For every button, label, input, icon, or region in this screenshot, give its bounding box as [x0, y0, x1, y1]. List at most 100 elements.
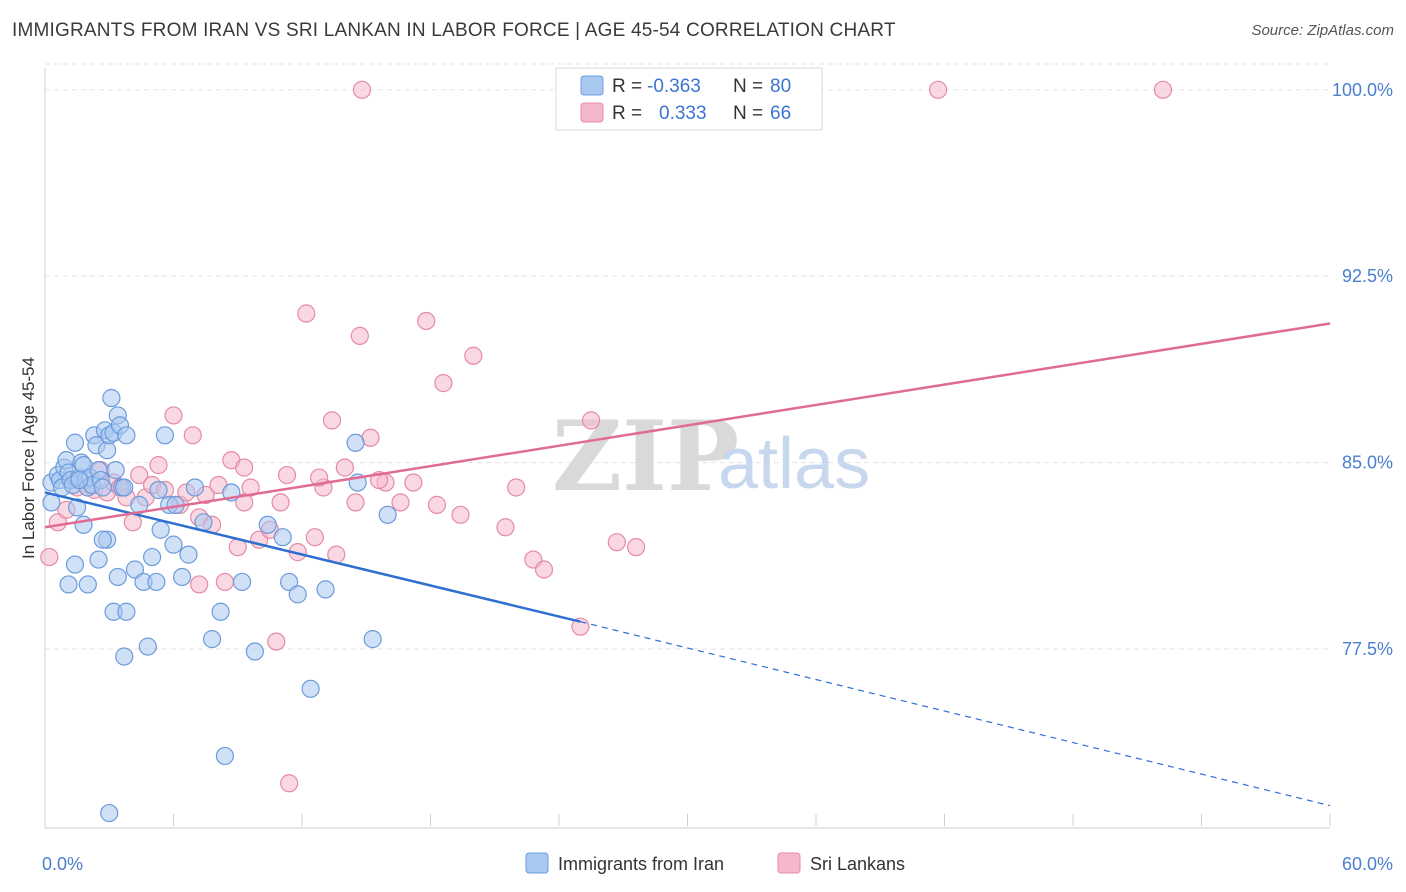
- series-legend-swatch-lanka: [777, 852, 801, 874]
- data-point-sri-lankan: [267, 632, 286, 651]
- data-point-iran: [211, 602, 230, 621]
- watermark-zip: ZIP: [552, 400, 739, 513]
- data-point-iran: [65, 433, 85, 452]
- data-point-sri-lankan: [149, 456, 168, 475]
- data-point-iran: [164, 535, 183, 554]
- data-point-sri-lankan: [183, 426, 202, 445]
- data-point-sri-lankan: [297, 304, 316, 323]
- data-point-sri-lankan: [928, 80, 948, 99]
- data-point-iran: [185, 478, 205, 497]
- legend-n-label-iran: N =: [733, 76, 763, 97]
- data-point-sri-lankan: [305, 528, 324, 547]
- data-point-sri-lankan: [130, 465, 149, 485]
- data-point-iran: [179, 545, 198, 564]
- y-axis-label: In Labor Force | Age 45-54: [19, 357, 38, 559]
- data-point-iran: [258, 515, 277, 534]
- trend-lines: [44, 322, 1331, 807]
- trend-line-sri-lankans: [44, 322, 1331, 529]
- data-point-iran: [68, 498, 87, 517]
- data-point-sri-lankan: [350, 326, 369, 345]
- data-point-iran: [172, 567, 192, 587]
- data-point-iran: [98, 441, 117, 460]
- legend-n-value-iran: 80: [770, 76, 791, 97]
- data-point-iran: [142, 547, 162, 567]
- data-point-sri-lankan: [582, 411, 601, 430]
- data-point-sri-lankan: [215, 572, 234, 592]
- data-point-sri-lankan: [277, 465, 297, 485]
- data-point-sri-lankan: [322, 411, 342, 430]
- data-point-sri-lankan: [190, 575, 209, 594]
- watermark: ZIP atlas: [552, 400, 870, 513]
- data-point-iran: [74, 515, 93, 534]
- data-point-sri-lankan: [352, 80, 372, 99]
- data-point-sri-lankan: [280, 774, 299, 793]
- data-point-sri-lankan: [434, 374, 453, 393]
- axes: [44, 68, 1331, 829]
- data-point-iran: [155, 426, 175, 445]
- trend-line-iran: [44, 491, 581, 623]
- data-point-iran: [89, 550, 108, 569]
- data-point-sri-lankan: [164, 406, 183, 425]
- y-tick-labels: 100.0% 92.5% 85.0% 77.5%: [1332, 80, 1393, 659]
- data-point-sri-lankan: [391, 493, 410, 512]
- data-point-iran: [202, 630, 222, 649]
- data-point-iran: [108, 567, 127, 587]
- legend-n-value-lanka: 66: [770, 103, 791, 124]
- data-point-iran: [93, 478, 112, 497]
- data-point-iran: [125, 560, 145, 579]
- y-tick-label: 77.5%: [1342, 639, 1393, 659]
- data-point-iran: [117, 426, 136, 445]
- data-point-iran: [316, 580, 335, 599]
- data-point-iran: [245, 642, 264, 661]
- watermark-atlas: atlas: [718, 424, 870, 504]
- data-point-sri-lankan: [404, 473, 423, 492]
- data-point-iran: [59, 575, 78, 594]
- y-tick-label: 85.0%: [1342, 453, 1393, 473]
- data-point-sri-lankan: [464, 346, 483, 365]
- data-point-sri-lankan: [417, 311, 436, 331]
- legend-r-value-lanka: 0.333: [659, 103, 707, 124]
- legend-r-label-iran: R =: [612, 76, 642, 97]
- grid-lines: [45, 63, 1330, 650]
- data-point-sri-lankan: [1153, 80, 1173, 99]
- y-tick-label: 100.0%: [1332, 80, 1393, 100]
- data-point-iran: [100, 803, 119, 823]
- correlation-legend: R = -0.363 N = 80 R = 0.333 N = 66: [555, 67, 823, 131]
- legend-n-label-lanka: N =: [733, 103, 763, 124]
- y-tick-label: 92.5%: [1342, 266, 1393, 286]
- data-point-iran: [102, 388, 121, 408]
- series-iran: [42, 388, 397, 823]
- data-point-sri-lankan: [534, 560, 554, 579]
- data-point-iran: [65, 555, 85, 574]
- data-point-sri-lankan: [451, 505, 470, 524]
- data-point-iran: [147, 572, 166, 592]
- data-point-sri-lankan: [607, 533, 626, 552]
- trend-line-iran-extension: [580, 621, 1331, 807]
- data-point-iran: [363, 630, 382, 649]
- data-point-sri-lankan: [626, 538, 646, 557]
- data-point-iran: [115, 647, 134, 666]
- data-point-sri-lankan: [241, 478, 260, 497]
- data-point-iran: [378, 505, 397, 524]
- data-point-iran: [70, 470, 89, 490]
- data-point-iran: [138, 637, 157, 656]
- data-point-sri-lankan: [40, 547, 59, 567]
- data-point-sri-lankan: [235, 458, 254, 477]
- chart-source: Source: ZipAtlas.com: [1251, 22, 1394, 39]
- data-point-sri-lankan: [427, 495, 447, 514]
- data-point-iran: [301, 679, 320, 698]
- x-tick-label: 0.0%: [42, 854, 83, 874]
- data-point-iran: [149, 480, 168, 500]
- legend-r-label-lanka: R =: [612, 103, 642, 124]
- series-legend: Immigrants from Iran Sri Lankans: [525, 852, 905, 874]
- data-point-iran: [288, 585, 307, 604]
- data-point-iran: [78, 575, 97, 594]
- series-legend-label-lanka: Sri Lankans: [810, 854, 905, 874]
- data-point-sri-lankan: [310, 468, 329, 487]
- data-point-iran: [232, 572, 252, 592]
- series-legend-label-iran: Immigrants from Iran: [558, 854, 724, 874]
- data-point-sri-lankan: [346, 493, 365, 512]
- chart-title: IMMIGRANTS FROM IRAN VS SRI LANKAN IN LA…: [12, 20, 896, 41]
- data-point-iran: [280, 572, 299, 592]
- data-point-sri-lankan: [496, 518, 515, 537]
